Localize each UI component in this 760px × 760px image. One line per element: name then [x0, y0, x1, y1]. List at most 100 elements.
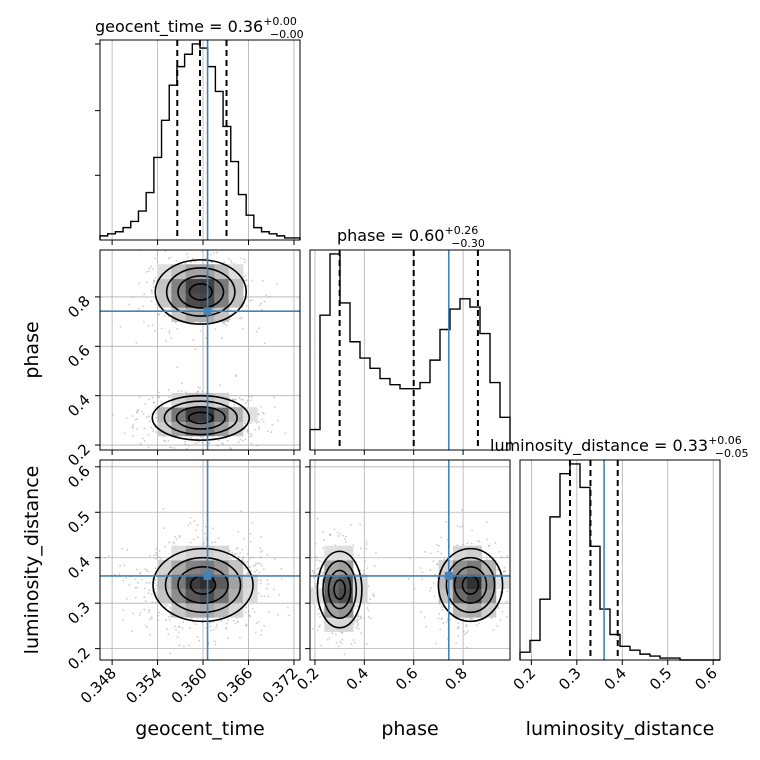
sample-point	[373, 594, 375, 597]
sample-point	[139, 442, 142, 445]
sample-point	[266, 587, 268, 590]
sample-point	[244, 611, 247, 613]
sample-point	[175, 538, 178, 541]
sample-point	[492, 629, 495, 632]
sample-point	[168, 330, 171, 332]
sample-point	[242, 398, 245, 401]
sample-point	[155, 591, 157, 594]
sample-point	[337, 645, 340, 648]
sample-point	[155, 547, 158, 550]
sample-point	[421, 571, 424, 574]
sample-point	[199, 387, 201, 389]
sample-point	[246, 553, 249, 555]
sample-point	[158, 391, 161, 394]
sample-point	[214, 541, 217, 544]
sample-point	[408, 556, 411, 559]
density-cell	[452, 574, 468, 590]
sample-point	[228, 550, 231, 553]
sample-point	[344, 535, 347, 538]
sample-point	[429, 589, 432, 592]
sample-point	[170, 337, 173, 340]
density-cell	[467, 602, 482, 618]
sample-point	[123, 564, 126, 567]
sample-point	[314, 555, 317, 558]
sample-point	[202, 543, 205, 546]
y-tick-label: 0.4	[64, 553, 94, 583]
sample-point	[131, 296, 134, 298]
density-cell	[185, 602, 201, 618]
sample-point	[141, 410, 144, 413]
contour-level	[188, 283, 213, 301]
sample-point	[320, 644, 323, 647]
sample-point	[252, 565, 255, 568]
sample-point	[259, 562, 262, 565]
y-axis-label-luminosity-distance: luminosity_distance	[21, 466, 43, 655]
sample-point	[227, 257, 230, 260]
sample-point	[197, 441, 199, 443]
x-axis-label-phase: phase	[381, 718, 438, 740]
sample-point	[136, 411, 139, 414]
sample-point	[221, 321, 224, 324]
sample-point	[251, 299, 253, 302]
sample-point	[318, 567, 321, 569]
sample-point	[148, 581, 151, 584]
sample-point	[145, 270, 148, 273]
sample-point	[189, 626, 191, 629]
sample-point	[313, 572, 315, 575]
sample-point	[154, 601, 157, 604]
sample-point	[265, 294, 267, 297]
sample-point	[360, 632, 362, 635]
sample-point	[160, 327, 163, 330]
density-cell	[171, 588, 187, 604]
sample-point	[366, 567, 369, 570]
sample-point	[134, 586, 137, 589]
density-cell	[228, 292, 244, 308]
sample-point	[432, 581, 435, 584]
sample-point	[263, 412, 265, 415]
sample-point	[254, 570, 256, 573]
contour-level	[175, 405, 226, 430]
sample-point	[255, 421, 258, 424]
y-tick-label: 0.8	[64, 292, 94, 322]
sample-point	[341, 638, 344, 641]
sample-point	[244, 279, 247, 282]
y-axis-label-phase: phase	[21, 321, 43, 378]
sample-point	[436, 543, 438, 546]
x-tick-label: 0.3	[555, 664, 585, 694]
sample-point	[134, 578, 137, 581]
sample-point	[223, 322, 226, 325]
sample-point	[136, 586, 138, 589]
sample-point	[260, 564, 263, 567]
sample-point	[197, 390, 199, 393]
sample-point	[155, 551, 157, 554]
panel-frame	[99, 249, 301, 451]
sample-point	[232, 619, 235, 622]
sample-point	[322, 531, 324, 533]
sample-point	[153, 401, 156, 404]
sample-point	[103, 557, 106, 559]
sample-point	[154, 416, 157, 419]
sample-point	[456, 627, 459, 630]
sample-point	[128, 303, 131, 306]
sample-point	[420, 610, 422, 613]
sample-point	[178, 625, 181, 628]
sample-point	[352, 544, 355, 546]
density-cell	[338, 617, 354, 632]
sample-point	[246, 560, 249, 563]
sample-point	[196, 635, 199, 638]
histogram-phase	[309, 253, 511, 450]
sample-point	[148, 419, 151, 422]
sample-point	[151, 324, 154, 327]
sample-point	[169, 613, 172, 616]
sample-point	[170, 446, 173, 449]
sample-point	[364, 560, 367, 563]
sample-point	[143, 596, 146, 598]
sample-point	[242, 276, 245, 279]
sample-point	[239, 552, 241, 554]
sample-point	[159, 558, 162, 560]
sample-point	[353, 641, 356, 644]
sample-point	[506, 590, 509, 593]
sample-point	[136, 568, 138, 571]
sample-point	[462, 543, 465, 546]
sample-point	[138, 282, 140, 285]
